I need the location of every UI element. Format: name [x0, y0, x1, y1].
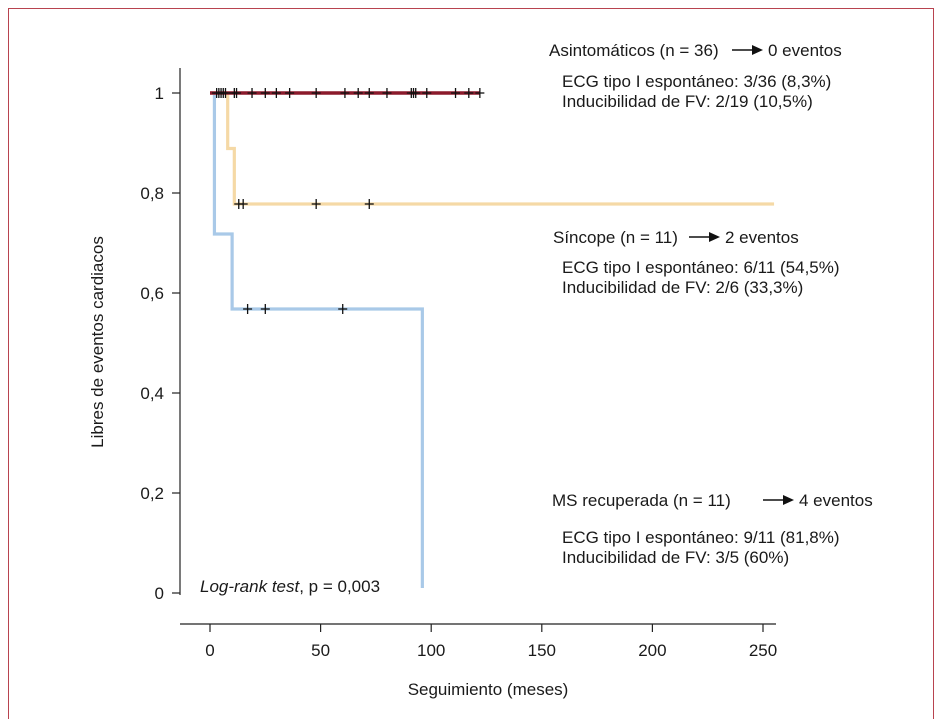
censor-mark-0-9	[271, 88, 281, 98]
censor-mark-1-3	[364, 199, 374, 209]
legend-sincope-heading: Síncope (n = 11)	[553, 228, 678, 247]
legend-sincope-ecg: ECG tipo I espontáneo: 6/11 (54,5%)	[562, 258, 840, 277]
x-tick-label-5: 250	[749, 641, 777, 660]
legend-asintomaticos-heading: Asintomáticos (n = 36)	[549, 41, 719, 60]
legend-sincope-fv: Inducibilidad de FV: 2/6 (33,3%)	[562, 278, 803, 297]
axes	[179, 68, 776, 625]
legend-ms-arrow-icon	[763, 495, 794, 505]
legend-sincope-arrow-icon	[689, 232, 720, 242]
curves	[210, 91, 775, 588]
censor-marks	[212, 88, 485, 314]
censor-mark-0-7	[247, 88, 257, 98]
log-rank-annotation: Log-rank test, p = 0,003	[200, 577, 380, 596]
y-tick-label-0: 0	[155, 584, 164, 603]
censor-mark-0-14	[364, 88, 374, 98]
log-rank-p-value: , p = 0,003	[299, 577, 380, 596]
x-tick-label-4: 200	[638, 641, 666, 660]
censor-mark-1-1	[238, 199, 248, 209]
x-axis-label: Seguimiento (meses)	[408, 680, 569, 699]
censor-mark-0-19	[422, 88, 432, 98]
censor-mark-0-11	[311, 88, 321, 98]
ticks: 0 50 100 150 200 250 0 0,2 0,4 0,6 0,8 1	[140, 84, 777, 660]
censor-mark-0-10	[285, 88, 295, 98]
x-tick-label-2: 100	[417, 641, 445, 660]
x-tick-label-3: 150	[528, 641, 556, 660]
censor-mark-0-12	[340, 88, 350, 98]
legend-ms-events: 4 eventos	[799, 491, 873, 510]
y-tick-label-1: 0,2	[140, 484, 164, 503]
y-tick-label-2: 0,4	[140, 384, 164, 403]
legend-asintomaticos-ecg: ECG tipo I espontáneo: 3/36 (8,3%)	[562, 72, 831, 91]
legend-asintomaticos-fv: Inducibilidad de FV: 2/19 (10,5%)	[562, 92, 813, 111]
x-tick-label-0: 0	[205, 641, 214, 660]
censor-mark-1-2	[311, 199, 321, 209]
censor-mark-2-1	[260, 304, 270, 314]
censor-mark-2-2	[338, 304, 348, 314]
y-axis-label: Libres de eventos cardiacos	[88, 236, 107, 448]
legend-asintomaticos-events: 0 eventos	[768, 41, 842, 60]
legend-ms-fv: Inducibilidad de FV: 3/5 (60%)	[562, 548, 789, 567]
legend-ms-heading: MS recuperada (n = 11)	[552, 491, 731, 510]
censor-mark-0-13	[353, 88, 363, 98]
censor-mark-0-4	[220, 88, 230, 98]
y-tick-label-4: 0,8	[140, 184, 164, 203]
x-tick-label-1: 50	[311, 641, 330, 660]
figure-frame	[8, 8, 934, 719]
censor-mark-0-8	[260, 88, 270, 98]
legend-asintomaticos-arrow-icon	[732, 45, 763, 55]
censor-mark-2-0	[243, 304, 253, 314]
censor-mark-0-21	[464, 88, 474, 98]
y-tick-label-5: 1	[155, 84, 164, 103]
censor-mark-0-6	[232, 88, 242, 98]
censor-mark-0-20	[451, 88, 461, 98]
censor-mark-0-15	[382, 88, 392, 98]
y-tick-label-3: 0,6	[140, 284, 164, 303]
censor-mark-0-18	[411, 88, 421, 98]
log-rank-italic: Log-rank test	[200, 577, 300, 596]
censor-mark-0-22	[475, 88, 485, 98]
series-line-2	[210, 91, 424, 588]
legend-sincope-events: 2 eventos	[725, 228, 799, 247]
legend-ms-ecg: ECG tipo I espontáneo: 9/11 (81,8%)	[562, 528, 840, 547]
